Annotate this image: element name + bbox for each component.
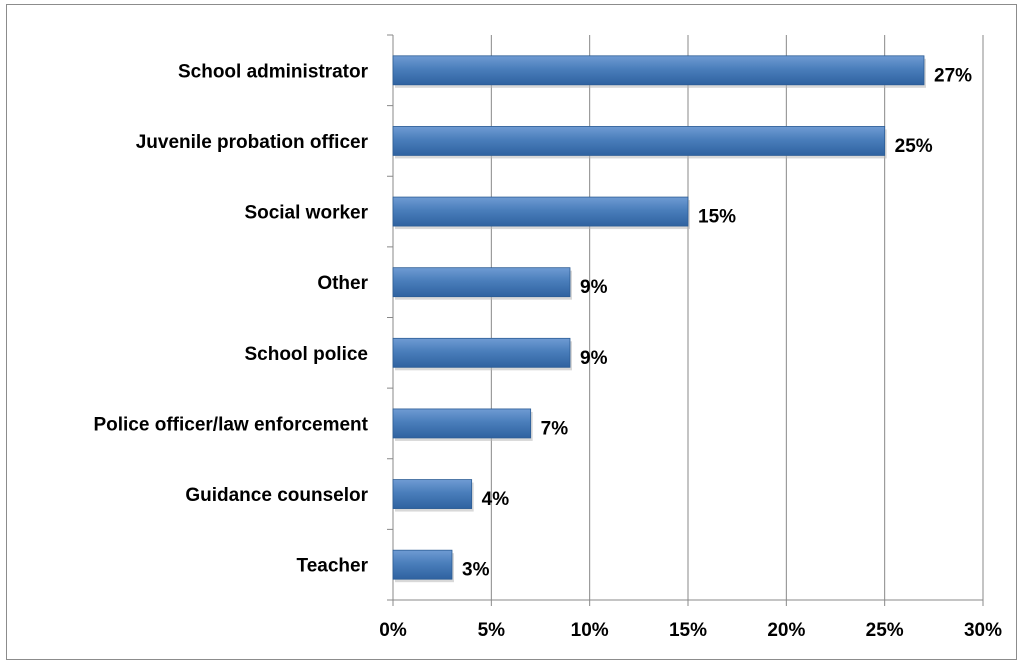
category-label: Other — [317, 273, 368, 294]
category-label: Teacher — [297, 556, 369, 577]
axes — [387, 34, 984, 606]
value-label: 25% — [895, 136, 933, 157]
bar — [392, 55, 925, 86]
value-label: 9% — [580, 348, 608, 369]
category-label: Guidance counselor — [185, 485, 368, 506]
bar — [392, 196, 689, 227]
category-label: Juvenile probation officer — [136, 132, 369, 153]
category-label: Police officer/law enforcement — [93, 414, 368, 435]
chart-frame — [6, 4, 1017, 660]
bar — [392, 126, 886, 156]
labels: 0% 5% 10% 15% 20% 25% 30% School administrator 2… — [93, 61, 1002, 641]
bar — [392, 479, 473, 509]
value-label: 4% — [482, 489, 510, 510]
bar — [392, 549, 453, 580]
bar — [392, 408, 532, 439]
x-tick-label: 0% — [379, 620, 407, 641]
gridlines — [490, 35, 984, 600]
category-label: School administrator — [178, 61, 369, 82]
x-tick-label: 15% — [669, 620, 707, 641]
category-label: Social worker — [244, 203, 368, 224]
x-tick-label: 30% — [964, 620, 1002, 641]
bars — [392, 55, 926, 583]
value-label: 27% — [934, 65, 972, 86]
value-label: 7% — [541, 418, 569, 439]
value-label: 9% — [580, 277, 608, 298]
x-tick-label: 25% — [866, 620, 904, 641]
x-tick-label: 20% — [767, 620, 805, 641]
value-label: 3% — [462, 560, 490, 581]
value-label: 15% — [698, 207, 736, 228]
x-tick-label: 10% — [571, 620, 609, 641]
bar — [392, 267, 571, 298]
x-tick-label: 5% — [478, 620, 506, 641]
bar — [392, 337, 571, 368]
category-label: School police — [244, 344, 368, 365]
